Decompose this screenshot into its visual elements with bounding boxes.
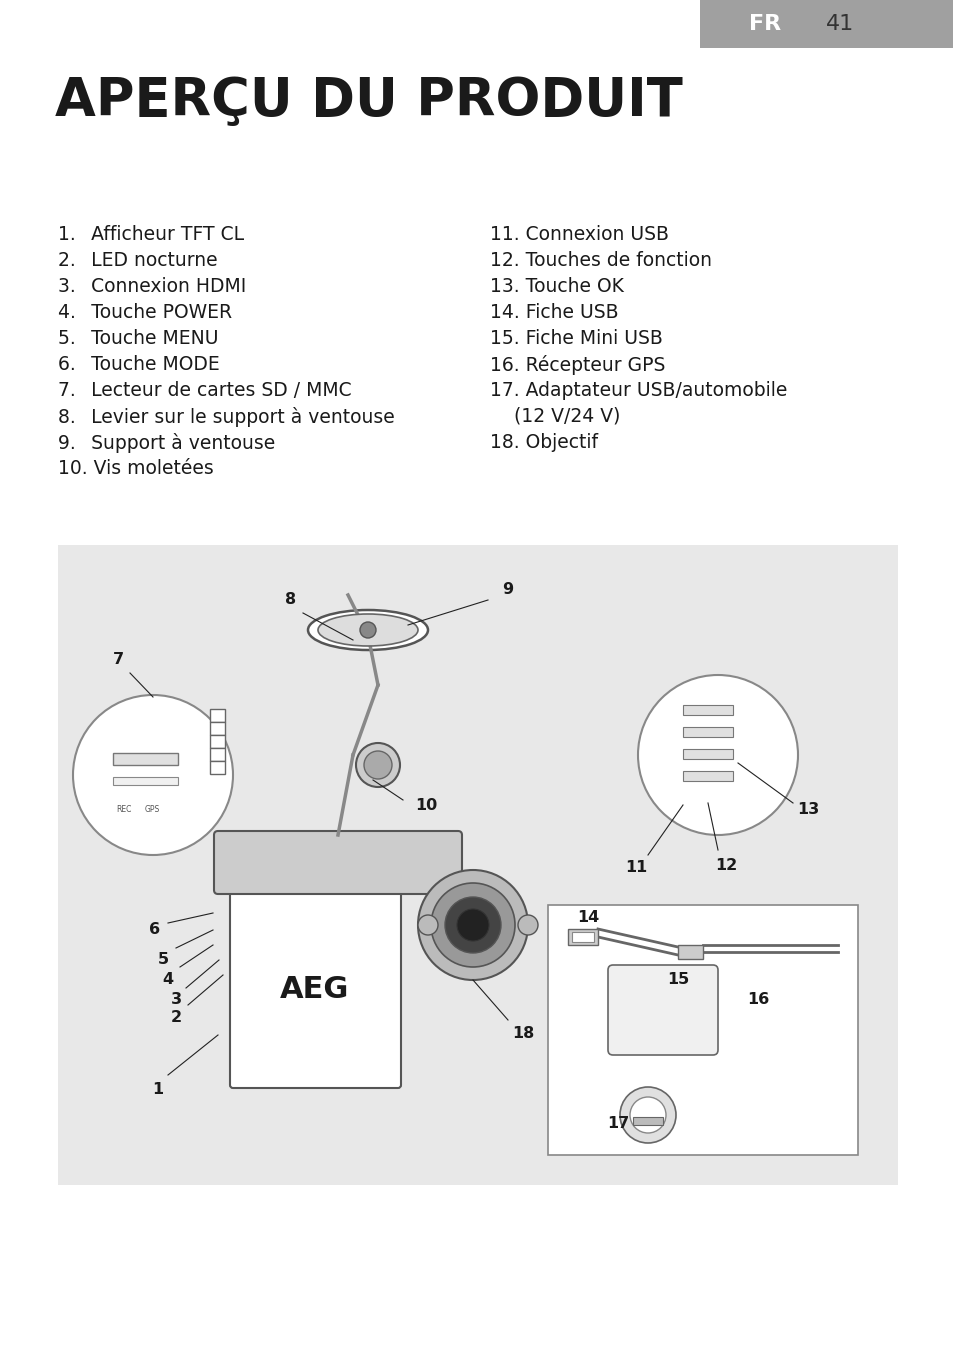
Ellipse shape [317,615,417,646]
Text: 5: 5 [157,952,169,967]
Text: 11: 11 [624,859,646,874]
Bar [682,728,732,737]
Bar [572,932,594,941]
Text: 1: 1 [152,1083,163,1098]
Circle shape [364,751,392,779]
Text: 18: 18 [512,1025,534,1041]
Text: (12 V/24 V): (12 V/24 V) [490,408,619,426]
Text: 8: 8 [285,593,296,608]
Text: 14: 14 [577,909,598,924]
Bar [210,709,225,722]
Text: 16. Récepteur GPS: 16. Récepteur GPS [490,355,664,375]
FancyBboxPatch shape [230,872,400,1088]
Circle shape [638,675,797,835]
Text: 2: 2 [171,1010,181,1025]
Text: 10. Vis moletées: 10. Vis moletées [58,459,213,477]
Circle shape [444,897,500,954]
Bar [547,905,857,1155]
Bar [210,761,225,773]
Bar [633,1116,662,1124]
Bar [210,734,225,748]
FancyBboxPatch shape [607,964,718,1054]
FancyBboxPatch shape [213,831,461,894]
Text: 13. Touche OK: 13. Touche OK [490,277,623,296]
Text: GPS: GPS [145,806,160,814]
Text: AEG: AEG [280,975,350,1005]
Text: 15. Fiche Mini USB: 15. Fiche Mini USB [490,330,662,348]
Text: 12. Touches de fonction: 12. Touches de fonction [490,252,711,270]
Text: 3: 3 [171,993,181,1007]
Text: 11. Connexion USB: 11. Connexion USB [490,225,668,243]
Circle shape [517,915,537,935]
Text: APERÇU DU PRODUIT: APERÇU DU PRODUIT [55,75,682,126]
Text: 9: 9 [502,582,513,597]
Bar [678,946,702,959]
Text: 15: 15 [666,972,688,987]
Circle shape [355,742,399,787]
Circle shape [359,621,375,638]
Text: 9.  Support à ventouse: 9. Support à ventouse [58,433,275,453]
Bar [112,753,178,765]
Circle shape [629,1098,665,1132]
Bar [210,748,225,761]
Text: 4: 4 [162,971,173,986]
Text: 5.  Touche MENU: 5. Touche MENU [58,330,218,348]
Text: 14. Fiche USB: 14. Fiche USB [490,303,618,321]
Text: REC: REC [116,806,132,814]
Bar [682,771,732,781]
Circle shape [417,915,437,935]
Text: 6: 6 [150,923,160,937]
Text: 10: 10 [415,798,436,812]
Bar [682,705,732,716]
Text: 17: 17 [606,1115,628,1131]
Bar [112,777,178,785]
Text: 1.  Afficheur TFT CL: 1. Afficheur TFT CL [58,225,244,243]
Text: 13: 13 [796,803,819,818]
Text: 16: 16 [746,993,768,1007]
Text: 17. Adaptateur USB/automobile: 17. Adaptateur USB/automobile [490,381,786,399]
Text: 2.  LED nocturne: 2. LED nocturne [58,252,217,270]
Text: 7.  Lecteur de cartes SD / MMC: 7. Lecteur de cartes SD / MMC [58,381,352,399]
Text: 12: 12 [714,858,737,873]
Bar [567,929,598,946]
Text: 41: 41 [825,13,853,34]
Circle shape [431,884,515,967]
Bar [210,722,225,734]
Text: 18. Objectif: 18. Objectif [490,433,598,452]
Bar [700,0,953,48]
Circle shape [619,1087,676,1143]
Circle shape [417,870,527,981]
Text: 4.  Touche POWER: 4. Touche POWER [58,303,232,321]
Bar [682,749,732,759]
Text: 7: 7 [112,652,124,667]
Text: 8.  Levier sur le support à ventouse: 8. Levier sur le support à ventouse [58,408,395,426]
Circle shape [456,909,489,941]
Bar [58,545,897,1185]
Ellipse shape [308,611,428,650]
Text: 6.  Touche MODE: 6. Touche MODE [58,355,219,374]
Text: 3.  Connexion HDMI: 3. Connexion HDMI [58,277,246,296]
Circle shape [73,695,233,855]
Text: FR: FR [748,13,781,34]
